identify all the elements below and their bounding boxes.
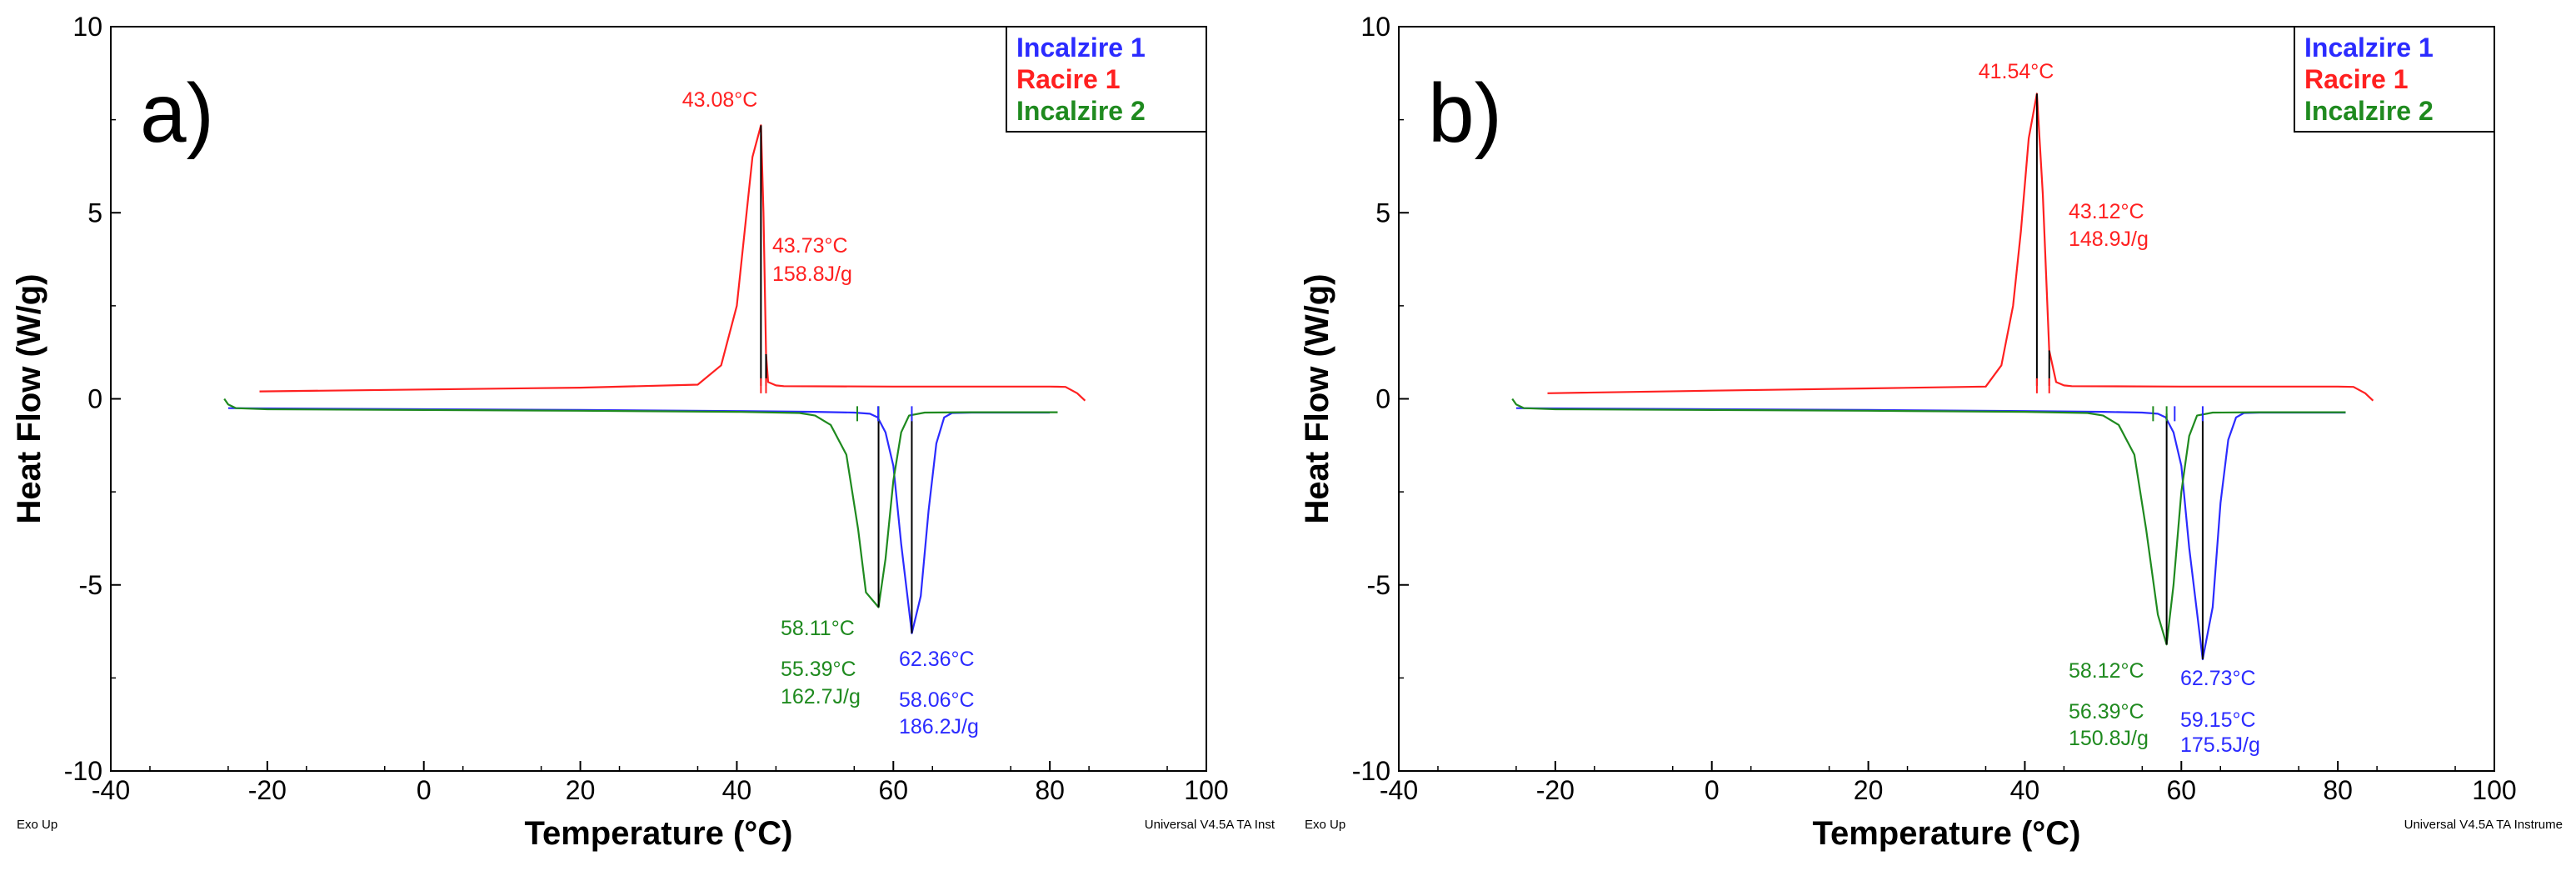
series-line-racire-1: [1547, 93, 2374, 402]
exo-up-label: Exo Up: [1305, 818, 1345, 832]
x-tick-label: -20: [1536, 775, 1575, 805]
x-axis-title: Temperature (°C): [525, 815, 793, 852]
y-tick-label: 5: [87, 198, 102, 228]
peak-annotation: 43.12°C: [2069, 200, 2144, 223]
legend-entry: Incalzire 2: [2304, 96, 2434, 126]
x-tick-label: 80: [2323, 775, 2353, 805]
y-tick-label: -10: [64, 756, 102, 786]
x-tick-label: 80: [1035, 775, 1065, 805]
y-tick-label: 10: [1360, 12, 1390, 42]
panel-label: a): [140, 67, 214, 160]
chart-panel-b: -40 -20 0 20 40 60 80 100 -10 -5 0 5 10 Temperature (…: [1288, 0, 2576, 881]
legend-entry: Racire 1: [1016, 64, 1121, 94]
plot-frame: [110, 26, 1207, 772]
peak-annotation: 59.15°C: [2180, 708, 2256, 732]
peak-annotation: 58.06°C: [899, 688, 975, 712]
y-tick-label: -10: [1352, 756, 1390, 786]
y-tick-label: 0: [87, 384, 102, 414]
peak-annotation: 55.39°C: [781, 658, 856, 681]
series-line-incalzire-2: [1511, 398, 2346, 646]
series-line-incalzire-1: [1515, 407, 2346, 661]
legend-entry: Incalzire 1: [2304, 33, 2434, 63]
x-tick-label: 100: [1184, 775, 1228, 805]
peak-annotation: 62.73°C: [2180, 667, 2256, 690]
x-tick-label: 100: [2472, 775, 2516, 805]
peak-annotation: 43.08°C: [682, 88, 758, 112]
y-tick-label: -5: [79, 570, 102, 600]
peak-annotation: 41.54°C: [1979, 60, 2054, 83]
peak-annotation: 148.9J/g: [2069, 228, 2149, 251]
peak-annotation: 162.7J/g: [781, 685, 861, 708]
x-tick-label: -40: [92, 775, 130, 805]
legend-box: [1006, 26, 1207, 133]
legend-entry: Racire 1: [2304, 64, 2409, 94]
chart-b-svg: -40 -20 0 20 40 60 80 100 -10 -5 0 5 10 Temperature (…: [1299, 12, 2563, 852]
series-line-incalzire-1: [227, 407, 1051, 634]
x-axis-title: Temperature (°C): [1813, 815, 2081, 852]
series-line-incalzire-2: [223, 398, 1058, 608]
x-tick-label: 20: [566, 775, 596, 805]
y-tick-label: 10: [72, 12, 102, 42]
x-tick-label: 60: [878, 775, 908, 805]
peak-annotation: 58.11°C: [781, 617, 855, 640]
legend-entry: Incalzire 1: [1016, 33, 1146, 63]
exo-up-label: Exo Up: [17, 818, 57, 832]
panel-label: b): [1428, 67, 1502, 160]
chart-a-svg: -40 -20 0 20 40 60 80 100 -10 -5 0 5 10 Temperature (…: [11, 12, 1276, 852]
x-tick-label: 20: [1854, 775, 1884, 805]
software-version-label: Universal V4.5A TA Inst: [1145, 818, 1276, 832]
peak-annotation: 186.2J/g: [899, 715, 979, 738]
peak-annotation: 175.5J/g: [2180, 733, 2260, 757]
legend-entry: Incalzire 2: [1016, 96, 1146, 126]
peak-annotation: 56.39°C: [2069, 700, 2144, 723]
peak-annotation: 62.36°C: [899, 648, 975, 671]
x-tick-label: 40: [722, 775, 752, 805]
y-tick-label: 5: [1375, 198, 1390, 228]
peak-annotation: 158.8J/g: [772, 263, 852, 286]
y-tick-label: 0: [1375, 384, 1390, 414]
y-axis-title: Heat Flow (W/g): [1299, 274, 1335, 524]
legend-box: [2294, 26, 2495, 133]
x-tick-label: 40: [2010, 775, 2040, 805]
software-version-label: Universal V4.5A TA Instrume: [2404, 818, 2563, 832]
peak-annotation: 43.73°C: [772, 234, 848, 258]
plot-frame: [1398, 26, 2495, 772]
chart-panel-a: -40 -20 0 20 40 60 80 100 -10 -5 0 5 10 Temperature (…: [11, 12, 1276, 852]
y-axis-title: Heat Flow (W/g): [11, 274, 47, 524]
series-line-racire-1: [259, 124, 1086, 402]
peak-annotation: 150.8J/g: [2069, 727, 2149, 750]
x-tick-label: 0: [417, 775, 432, 805]
x-tick-label: -20: [248, 775, 287, 805]
peak-annotation: 58.12°C: [2069, 659, 2144, 683]
x-tick-label: 60: [2166, 775, 2196, 805]
y-tick-label: -5: [1367, 570, 1390, 600]
x-tick-label: -40: [1380, 775, 1418, 805]
x-tick-label: 0: [1705, 775, 1720, 805]
